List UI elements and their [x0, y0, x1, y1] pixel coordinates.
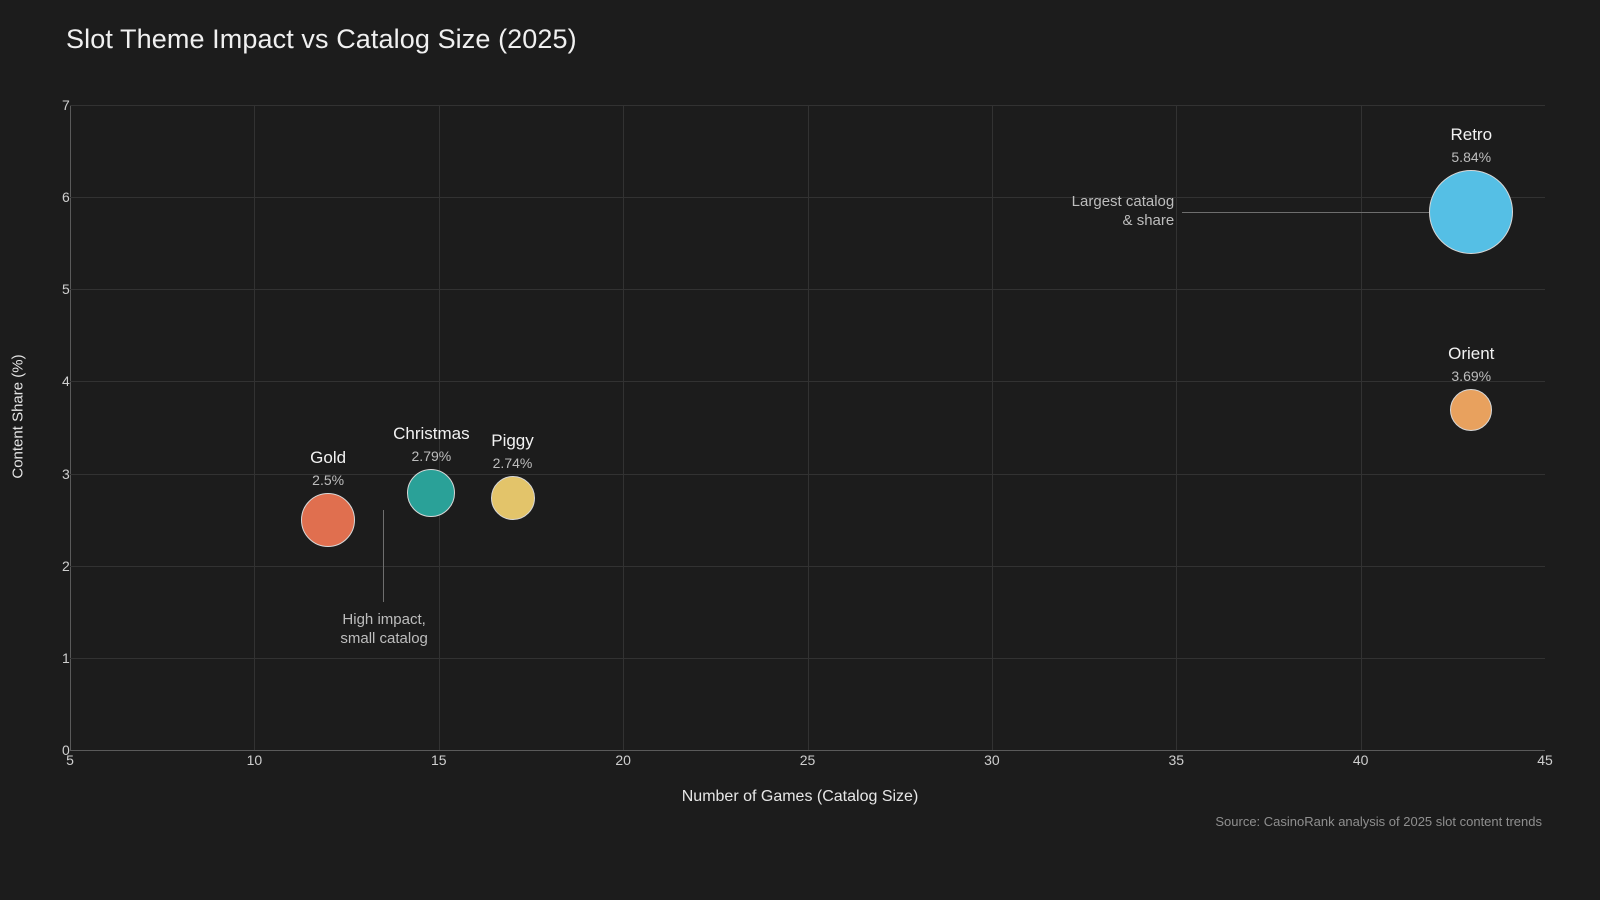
source-note: Source: CasinoRank analysis of 2025 slot…	[1215, 814, 1542, 829]
grid-line-vertical	[254, 105, 256, 750]
grid-line-vertical	[1360, 105, 1362, 750]
x-axis-tick-label: 45	[1537, 752, 1553, 768]
bubble-piggy[interactable]	[490, 475, 535, 520]
x-axis-line	[70, 750, 1545, 751]
bubble-label-gold: Gold	[310, 447, 347, 467]
x-axis-title: Number of Games (Catalog Size)	[681, 788, 919, 805]
plot-area: 2.5% Gold 2.79% Christmas 2.74% Piggy 3.69% Ori…	[70, 105, 1545, 750]
bubble-value-retro: 5.84%	[1451, 148, 1492, 165]
bubble-label-retro: Retro	[1450, 124, 1493, 144]
grid-line-vertical	[1176, 105, 1178, 750]
bubble-value-christmas: 2.79%	[411, 447, 452, 464]
x-axis-tick-label: 15	[430, 752, 447, 768]
grid-line-vertical	[438, 105, 440, 750]
bubble-label-christmas: Christmas	[393, 423, 470, 443]
x-axis-tick-label: 35	[1168, 752, 1185, 768]
grid-line-vertical	[623, 105, 625, 750]
bubble-label-piggy: Piggy	[491, 430, 534, 450]
x-axis-tick-label: 30	[984, 752, 1000, 768]
x-axis-tick-label: 10	[246, 752, 263, 768]
bubble-label-orient: Orient	[1448, 343, 1495, 363]
bubble-retro[interactable]	[1429, 169, 1514, 254]
bubble-value-piggy: 2.74%	[492, 454, 533, 471]
grid-line-vertical	[991, 105, 993, 750]
annotation-high-impact: High impact, small catalog	[340, 610, 428, 647]
bubble-christmas[interactable]	[407, 468, 456, 517]
y-axis-line	[70, 105, 71, 751]
annotation-largest-catalog: Largest catalog & share	[1071, 192, 1175, 229]
x-axis-tick-label: 40	[1352, 752, 1369, 768]
x-axis-tick-label: 5	[66, 752, 74, 768]
annotation-leader-line-gold	[383, 509, 385, 602]
x-axis-tick-label: 25	[799, 752, 816, 768]
y-axis-title: Content Share (%)	[9, 354, 27, 479]
bubble-value-orient: 3.69%	[1451, 367, 1492, 384]
bubble-orient[interactable]	[1450, 388, 1493, 431]
x-axis-tick-label: 20	[615, 752, 631, 768]
bubble-value-gold: 2.5%	[312, 471, 345, 488]
grid-line-vertical	[807, 105, 809, 750]
page-title: Slot Theme Impact vs Catalog Size (2025)	[66, 24, 577, 54]
annotation-leader-line-retro	[1182, 211, 1430, 213]
bubble-gold[interactable]	[301, 492, 356, 547]
